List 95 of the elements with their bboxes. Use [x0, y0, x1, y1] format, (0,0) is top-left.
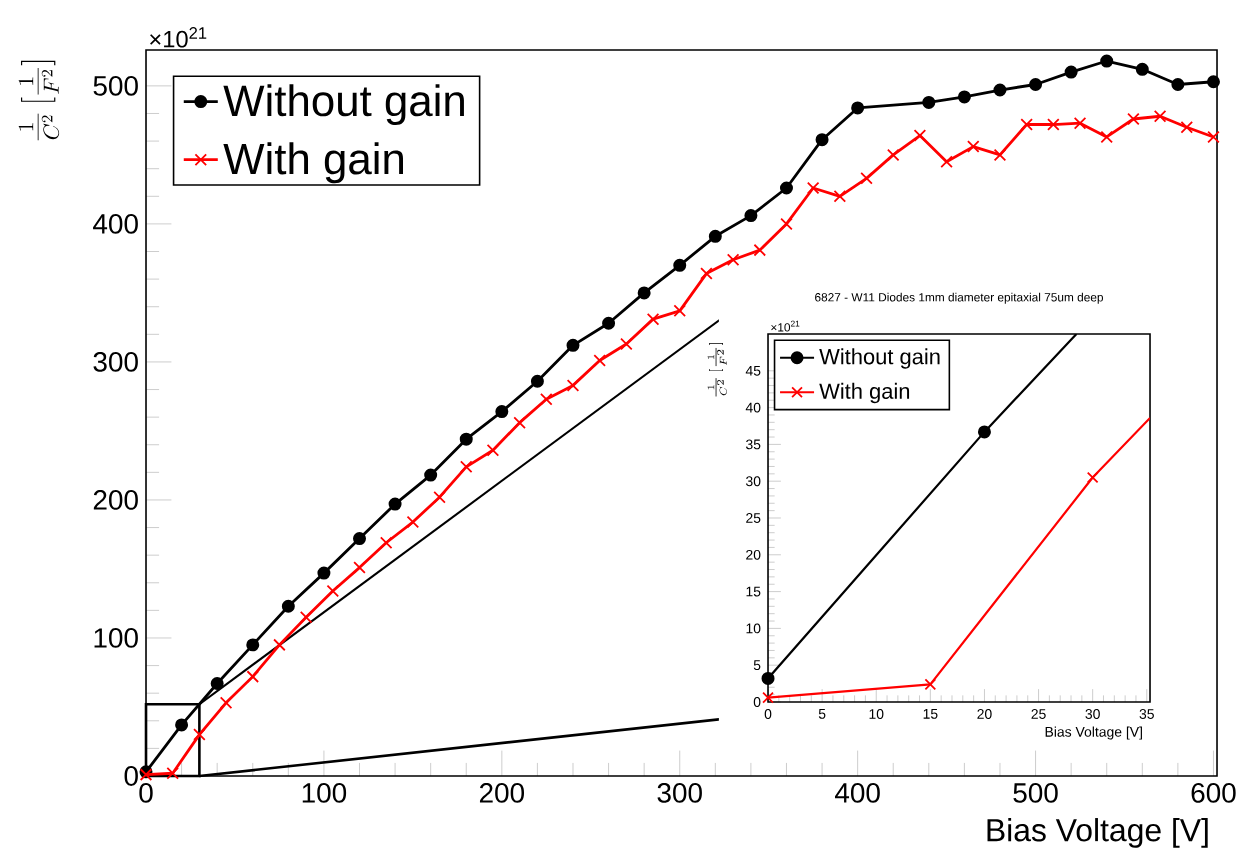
point: [424, 468, 438, 482]
y-tick-label: 400: [93, 214, 138, 234]
point: [726, 253, 740, 267]
point: [379, 536, 393, 550]
point: [317, 566, 331, 580]
point: [495, 405, 509, 419]
point: [673, 304, 687, 318]
x-tick-label: 200: [479, 783, 525, 803]
point: [1127, 112, 1140, 126]
point: [886, 148, 900, 162]
point: [1180, 121, 1194, 134]
x-tick-label: 600: [1191, 783, 1236, 803]
point: [940, 155, 953, 169]
point: [1206, 75, 1220, 89]
point: [780, 217, 793, 231]
point: [924, 678, 937, 691]
point: [593, 354, 606, 367]
y-axis-title: $\frac{1}{C^{2}}\,[\frac{1}{F^{2}}]$: [707, 342, 727, 397]
y-tick-label: 500: [93, 75, 138, 96]
x-tick-label: 500: [1013, 783, 1058, 803]
point: [851, 101, 865, 115]
y-tick-label: 0: [124, 766, 138, 786]
point: [1207, 130, 1220, 144]
point: [957, 90, 971, 104]
point: [779, 181, 793, 195]
point: [815, 133, 829, 147]
point: [1047, 118, 1060, 131]
point: [281, 599, 295, 613]
point: [1073, 116, 1087, 130]
point: [1153, 109, 1167, 123]
point: [637, 286, 651, 300]
point: [993, 83, 1007, 97]
point: [246, 670, 260, 683]
point: [833, 190, 847, 203]
point: [1020, 118, 1033, 131]
point: [566, 379, 580, 392]
point: [193, 728, 206, 741]
point: [913, 129, 927, 142]
point: [326, 584, 340, 598]
x-tick-label: 100: [302, 783, 347, 803]
point: [219, 696, 233, 710]
x-tick-label: 400: [835, 783, 880, 803]
point: [273, 638, 286, 652]
point: [1100, 54, 1114, 68]
point: [388, 497, 402, 511]
point: [566, 338, 580, 352]
y-axis-title: $\frac{1}{C^{2}}\,[\frac{1}{F^{2}}]$: [18, 60, 60, 141]
point: [708, 229, 722, 243]
point: [761, 671, 775, 685]
x-tick-label: 0: [139, 783, 153, 803]
point: [530, 374, 544, 388]
point: [1171, 78, 1185, 91]
point: [406, 515, 420, 529]
text: ×10$^{21}$: [150, 27, 207, 48]
y-tick-label: 200: [93, 490, 138, 510]
point: [459, 432, 473, 446]
point: [753, 243, 767, 257]
point: [602, 316, 616, 330]
point: [744, 209, 758, 223]
point: [246, 638, 260, 652]
point: [210, 677, 224, 691]
point: [175, 718, 189, 732]
point: [353, 561, 366, 574]
point: [977, 425, 991, 439]
legend-label: Without gain: [819, 348, 940, 369]
legend-label: With gain: [819, 382, 910, 404]
point: [486, 443, 500, 457]
x-axis-title: Bias Voltage [V]: [987, 818, 1208, 848]
point: [513, 416, 526, 429]
point: [860, 172, 873, 185]
point: [166, 766, 179, 780]
point: [922, 95, 936, 109]
point: [673, 258, 687, 272]
point: [1064, 65, 1078, 79]
y-tick-label: 300: [93, 352, 138, 372]
point: [762, 691, 774, 704]
point: [1029, 78, 1043, 91]
point: [299, 611, 313, 624]
point: [646, 312, 660, 326]
point: [700, 267, 713, 280]
point: [620, 337, 633, 351]
point: [540, 392, 553, 406]
point: [1100, 130, 1113, 144]
point: [353, 532, 366, 546]
point: [806, 181, 820, 195]
legend-label: Without gain: [223, 84, 464, 126]
x-tick-label: 300: [657, 783, 702, 803]
point: [433, 490, 446, 504]
legend-label: With gain: [223, 142, 403, 184]
point: [993, 148, 1007, 162]
point: [1086, 471, 1099, 484]
point: [967, 140, 980, 153]
point: [459, 460, 473, 474]
y-tick-label: 100: [94, 628, 138, 648]
point: [1135, 62, 1149, 76]
